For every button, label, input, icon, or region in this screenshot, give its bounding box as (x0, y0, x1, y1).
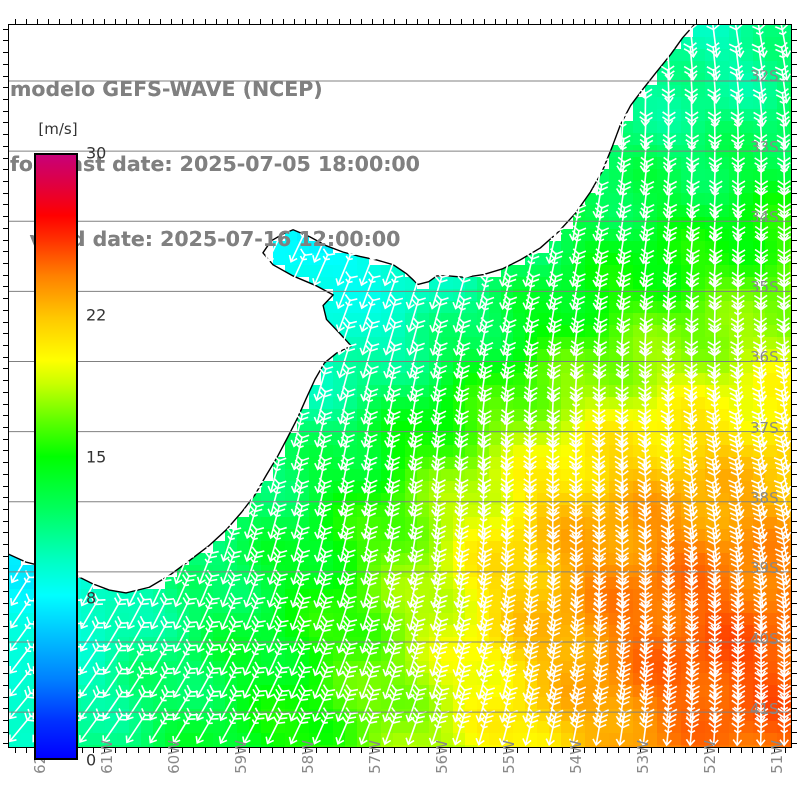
colorbar-tick-30: 30 (86, 143, 107, 163)
graticule-grid (9, 80, 791, 713)
lat-label-39s: 39S (750, 559, 779, 578)
lat-label-34s: 34S (750, 207, 779, 226)
lat-label-36s: 36S (750, 348, 779, 367)
map-plot-area[interactable] (8, 24, 792, 748)
lat-label-35s: 35S (750, 278, 779, 297)
lon-label-53w: 53W (634, 740, 653, 774)
title-valid: valid date: 2025-07-16 12:00:00 (29, 227, 401, 251)
coastline-land-layer (9, 25, 695, 594)
lat-label-40s: 40S (750, 629, 779, 648)
bottom-axis-ticks (8, 747, 792, 761)
left-axis-ticks (0, 24, 9, 748)
lat-label-32s: 32S (750, 67, 779, 86)
lon-label-60w: 60W (165, 740, 184, 774)
title-forecast: forecast date: 2025-07-05 18:00:00 (10, 152, 420, 176)
lat-label-38s: 38S (750, 488, 779, 507)
lat-label-41s: 41S (750, 699, 779, 718)
lon-label-59w: 59W (232, 740, 251, 774)
colorbar-tick-0: 0 (86, 750, 97, 770)
title-model: modelo GEFS-WAVE (NCEP) (10, 77, 323, 101)
lon-label-52w: 52W (701, 740, 720, 774)
lat-label-37s: 37S (750, 418, 779, 437)
wind-barbs-layer (9, 25, 791, 747)
colorbar-tick-8: 8 (86, 588, 97, 608)
lat-label-33s: 33S (750, 137, 779, 156)
top-axis-ticks (8, 11, 792, 25)
colorbar-gradient (34, 153, 78, 760)
lon-label-57w: 57W (366, 740, 385, 774)
lon-label-58w: 58W (299, 740, 318, 774)
title-block: modelo GEFS-WAVE (NCEP) forecast date: 2… (10, 27, 420, 302)
lon-label-54w: 54W (567, 740, 586, 774)
lon-label-55w: 55W (500, 740, 519, 774)
right-axis-ticks (791, 24, 800, 748)
colorbar-tick-22: 22 (86, 305, 107, 325)
lon-label-61w: 61W (98, 740, 117, 774)
lon-label-51w: 51W (768, 740, 787, 774)
colorbar-units-label: [m/s] (38, 120, 78, 138)
lon-label-56w: 56W (433, 740, 452, 774)
colorbar-tick-15: 15 (86, 447, 107, 466)
